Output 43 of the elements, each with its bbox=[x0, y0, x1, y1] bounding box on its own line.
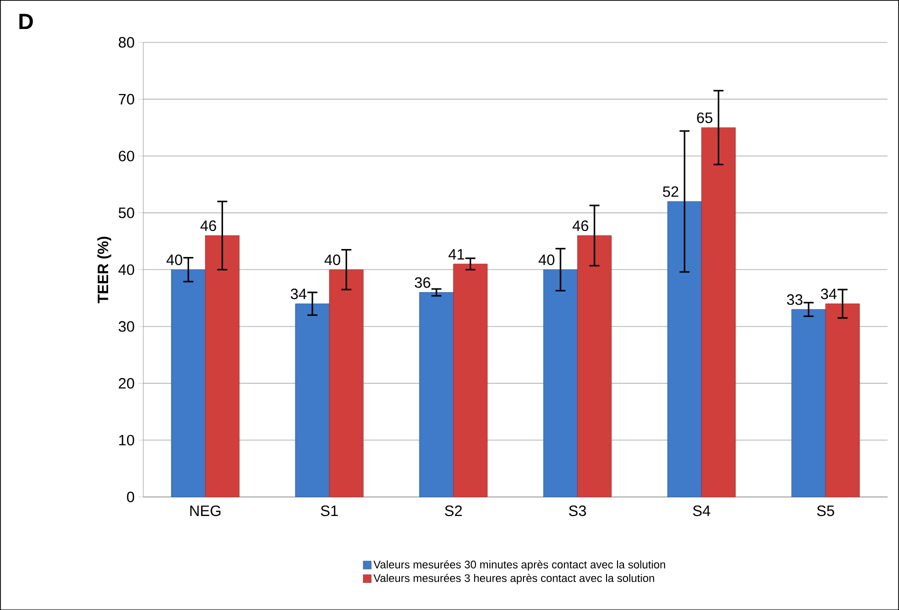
x-tick-label: S3 bbox=[568, 505, 586, 516]
y-axis-title: TEER (%) bbox=[97, 236, 112, 304]
bar bbox=[171, 269, 206, 498]
y-tick-label: 20 bbox=[118, 378, 134, 388]
data-label: 40 bbox=[324, 254, 340, 265]
x-tick-label: S4 bbox=[693, 505, 710, 516]
bar bbox=[295, 303, 330, 498]
y-tick-label: 50 bbox=[118, 207, 134, 218]
x-tick-label: S2 bbox=[444, 505, 462, 516]
data-label: 46 bbox=[200, 220, 216, 231]
x-tick-label: NEG bbox=[190, 505, 220, 516]
bar bbox=[419, 292, 454, 498]
y-tick-label: 60 bbox=[118, 150, 134, 162]
y-tick-label: 30 bbox=[118, 321, 134, 332]
y-tick-label: 80 bbox=[118, 36, 134, 48]
data-label: 52 bbox=[662, 186, 678, 197]
y-tick-label: 70 bbox=[118, 94, 134, 104]
bar bbox=[205, 235, 240, 498]
data-label: 33 bbox=[786, 294, 802, 305]
data-label: 34 bbox=[290, 288, 306, 300]
legend-label: Valeurs mesurées 30 minutes après contact avec la solution bbox=[373, 560, 666, 570]
bar bbox=[577, 235, 612, 498]
data-label: 36 bbox=[414, 277, 430, 288]
bar bbox=[701, 127, 736, 498]
bar bbox=[453, 264, 488, 498]
data-label: 41 bbox=[448, 249, 464, 260]
bar bbox=[791, 309, 826, 498]
data-label: 40 bbox=[166, 254, 182, 265]
bar bbox=[667, 201, 702, 498]
y-tick-label: 0 bbox=[126, 492, 134, 502]
y-tick-label: 10 bbox=[119, 434, 134, 446]
data-label: 40 bbox=[538, 254, 554, 265]
bar bbox=[543, 269, 578, 498]
legend-label: Valeurs mesurées 3 heures après contact avec la solution bbox=[373, 574, 654, 584]
x-tick-label: S5 bbox=[817, 505, 834, 516]
x-tick-label: S1 bbox=[320, 505, 338, 516]
bar bbox=[825, 303, 860, 498]
bar bbox=[329, 269, 364, 498]
y-tick-label: 40 bbox=[118, 264, 134, 275]
data-label: 46 bbox=[572, 220, 588, 231]
text: D bbox=[19, 14, 33, 29]
data-label: 65 bbox=[697, 112, 712, 123]
data-label: 34 bbox=[820, 288, 837, 300]
